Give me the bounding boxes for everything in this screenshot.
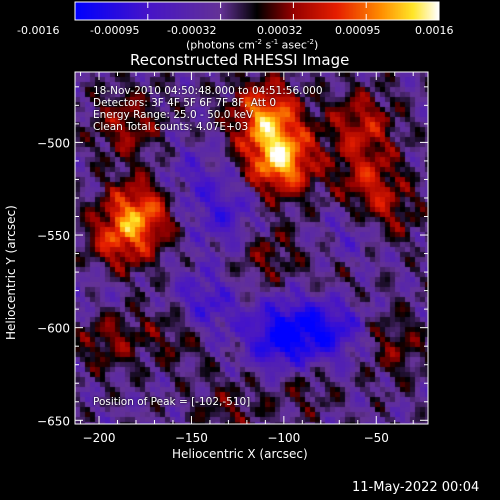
y-tick-label: −650 xyxy=(37,414,70,428)
colorbar-gradient xyxy=(75,2,439,20)
overlay-detectors: Detectors: 3F 4F 5F 6F 7F 8F, Att 0 xyxy=(93,97,277,109)
colorbar xyxy=(75,2,439,20)
overlay-peak-position: Position of Peak = [-102,-510] xyxy=(93,396,251,408)
colorbar-tick-label: 0.00095 xyxy=(335,24,381,37)
footer-timestamp: 11-May-2022 00:04 xyxy=(352,480,480,495)
x-tick-label: −150 xyxy=(175,431,208,445)
overlay-clean-counts: Clean Total counts: 4.07E+03 xyxy=(93,121,249,133)
chart-title: Reconstructed RHESSI Image xyxy=(130,51,350,69)
y-tick-label: −550 xyxy=(37,229,70,243)
x-tick-label: −50 xyxy=(364,431,389,445)
colorbar-tick-label: -0.00032 xyxy=(167,24,217,37)
x-tick-label: −200 xyxy=(83,431,116,445)
colorbar-tick-label: 0.0016 xyxy=(415,24,454,37)
colorbar-tick-label: -0.0016 xyxy=(17,24,60,37)
y-tick-label: −500 xyxy=(37,136,70,150)
colorbar-tick-label: -0.00095 xyxy=(90,24,140,37)
colorbar-tick-label: 0.00032 xyxy=(257,24,303,37)
colorbar-unit-label: (photons cm-2 s-1 asec-2) xyxy=(186,38,319,52)
y-tick-label: −600 xyxy=(37,322,70,336)
y-axis-label: Heliocentric Y (arcsec) xyxy=(4,205,18,340)
overlay-time-range: 18-Nov-2010 04:50:48.000 to 04:51:56.000 xyxy=(93,85,323,97)
x-axis-label: Heliocentric X (arcsec) xyxy=(172,447,308,461)
overlay-energy-range: Energy Range: 25.0 - 50.0 keV xyxy=(93,109,254,121)
x-tick-label: −100 xyxy=(267,431,300,445)
